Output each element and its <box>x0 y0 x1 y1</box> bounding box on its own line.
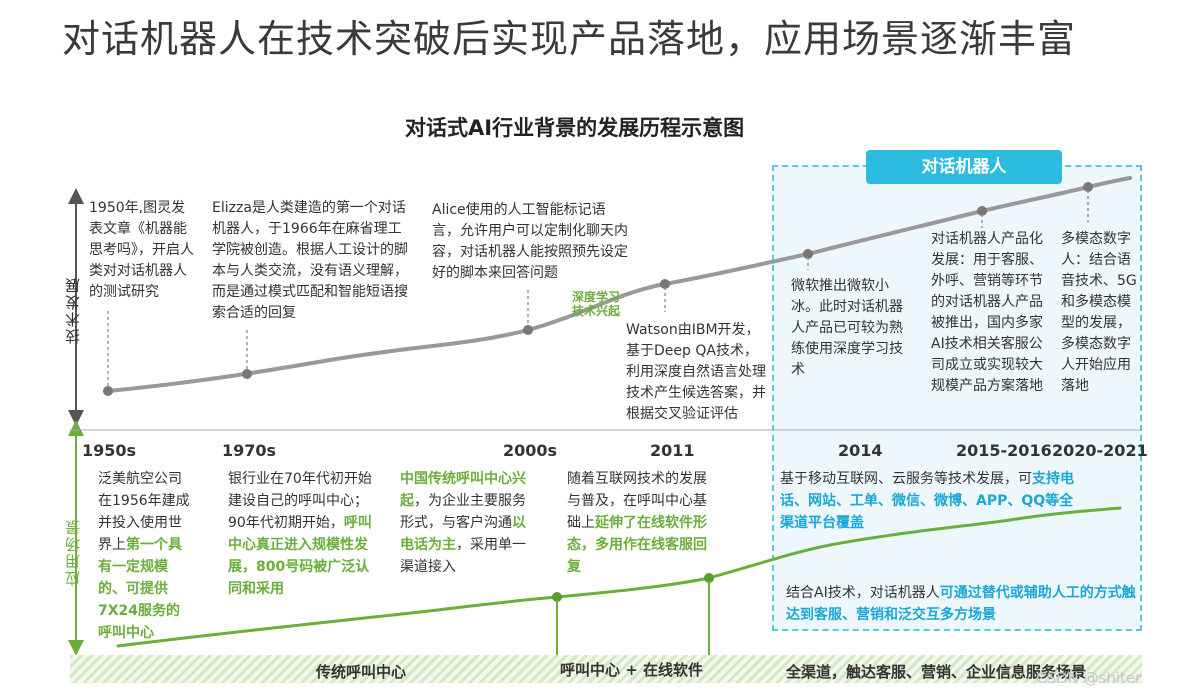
tech-point-1950s <box>103 386 113 396</box>
era-2000s: 2000s <box>503 441 558 460</box>
app-event-2020: 结合AI技术，对话机器人可通过替代或辅助人工的方式触达到客服、营销和泛交互多方场… <box>786 585 1136 623</box>
app-point-2000s <box>552 592 562 602</box>
era-1950s: 1950s <box>82 441 137 460</box>
app-scenario-curve <box>116 506 1122 648</box>
tech-event-2020: 多模态数字人：结合语音技术、5G和多模态模型的发展，多模态数字人开始应用落地 <box>1061 231 1137 394</box>
tech-event-1950s: 1950年,图灵发表文章《机器能思考吗》，开启人类对对话机器人的测试研究 <box>89 200 194 300</box>
watermark: CSDN @shiter <box>1036 669 1142 687</box>
era-1970s: 1970s <box>222 441 277 460</box>
diagram-subtitle: 对话式AI行业背景的发展历程示意图 <box>405 116 745 140</box>
tech-point-2015 <box>977 206 987 216</box>
era-2020-2021: 2020-2021 <box>1052 441 1148 460</box>
era-2015-2016: 2015-2016 <box>956 441 1052 460</box>
app-event-2014: 基于移动互联网、云服务等技术发展，可支持电话、网站、工单、微信、微博、APP、Q… <box>780 471 1074 531</box>
tech-point-2020 <box>1083 182 1093 192</box>
stage-strip <box>70 655 1142 683</box>
era-2014: 2014 <box>838 441 883 460</box>
tech-event-2000s: Alice使用的人工智能标记语言，允许用户可以定制化聊天内容，对话机器人能按照预… <box>432 202 628 281</box>
tech-point-2000s <box>523 325 533 335</box>
page-title: 对话机器人在技术突破后实现产品落地，应用场景逐渐丰富 <box>62 17 1077 61</box>
chatbot-era-label: 对话机器人 <box>866 150 1062 184</box>
app-point-2011 <box>704 573 714 583</box>
tech-event-2015: 对话机器人产品化发展：用于客服、外呼、营销等环节的对话机器人产品被推出，国内多家… <box>931 231 1043 394</box>
stage-omnichannel: 全渠道，触达客服、营销、企业信息服务场景 <box>786 663 1087 681</box>
tech-event-2011: Watson由IBM开发，基于Deep QA技术，利用深度自然语言处理技术产生候… <box>626 322 766 422</box>
app-event-1950s: 泛美航空公司在1956年建成并投入使用世界上第一个具有一定规模的、可提供7X24… <box>98 471 190 641</box>
tech-point-2011 <box>660 279 670 289</box>
app-event-2011: 随着互联网技术的发展与普及，在呼叫中心基础上延伸了在线软件形态，多用作在线客服回… <box>567 471 707 575</box>
chatbot-era-region <box>772 165 1142 631</box>
stage-traditional: 传统呼叫中心 <box>316 663 407 681</box>
app-event-1970s: 银行业在70年代初开始建设自己的呼叫中心；90年代初期开始，呼叫中心真正进入规模… <box>228 471 372 597</box>
tech-point-2014 <box>803 249 813 259</box>
tech-event-1970s: Elizza是人类建造的第一个对话机器人，于1966年在麻省理工学院被创造。根据… <box>212 200 408 321</box>
stage-online-software: 呼叫中心 + 在线软件 <box>560 661 704 679</box>
tech-development-curve <box>106 176 1132 393</box>
tech-point-1970s <box>242 369 252 379</box>
tech-axis-label: 技术发展 <box>64 276 82 344</box>
tech-event-2014: 微软推出微软小冰。此时对话机器人产品已可较为熟练使用深度学习技术 <box>791 278 903 378</box>
deep-learning-label: 深度学习 技术兴起 <box>572 290 621 318</box>
era-2011: 2011 <box>650 441 695 460</box>
app-axis-label: 应用场景 <box>64 518 82 586</box>
app-event-2000s: 中国传统呼叫中心兴起，为企业主要服务形式，与客户沟通以电话为主，采用单一渠道接入 <box>400 471 526 575</box>
